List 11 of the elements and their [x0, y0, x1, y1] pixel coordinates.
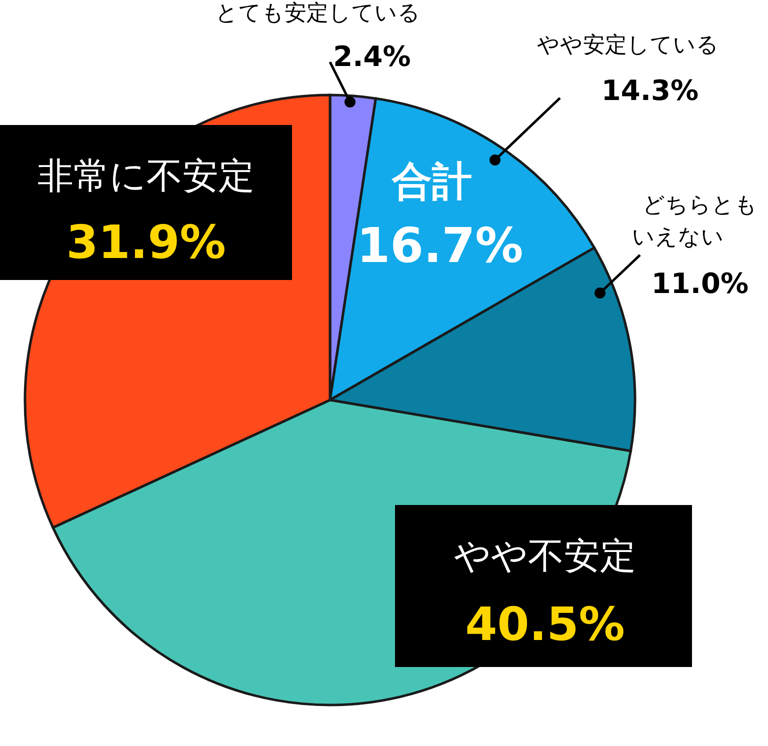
- data-label: 14.3%: [601, 74, 699, 107]
- data-label: 11.0%: [651, 267, 749, 300]
- slice-label: やや安定している: [537, 33, 719, 58]
- data-label: 2.4%: [333, 40, 411, 73]
- text: 合計 16.7%: [356, 159, 524, 274]
- data-label: 31.9%: [66, 215, 226, 269]
- data-label: 40.5%: [465, 597, 625, 651]
- slice-label: 非常に不安定: [38, 156, 254, 197]
- slice-label: どちらともいえない: [632, 193, 758, 250]
- slice-label: やや不安定: [454, 536, 636, 577]
- slice-label: とても安定している: [216, 1, 420, 26]
